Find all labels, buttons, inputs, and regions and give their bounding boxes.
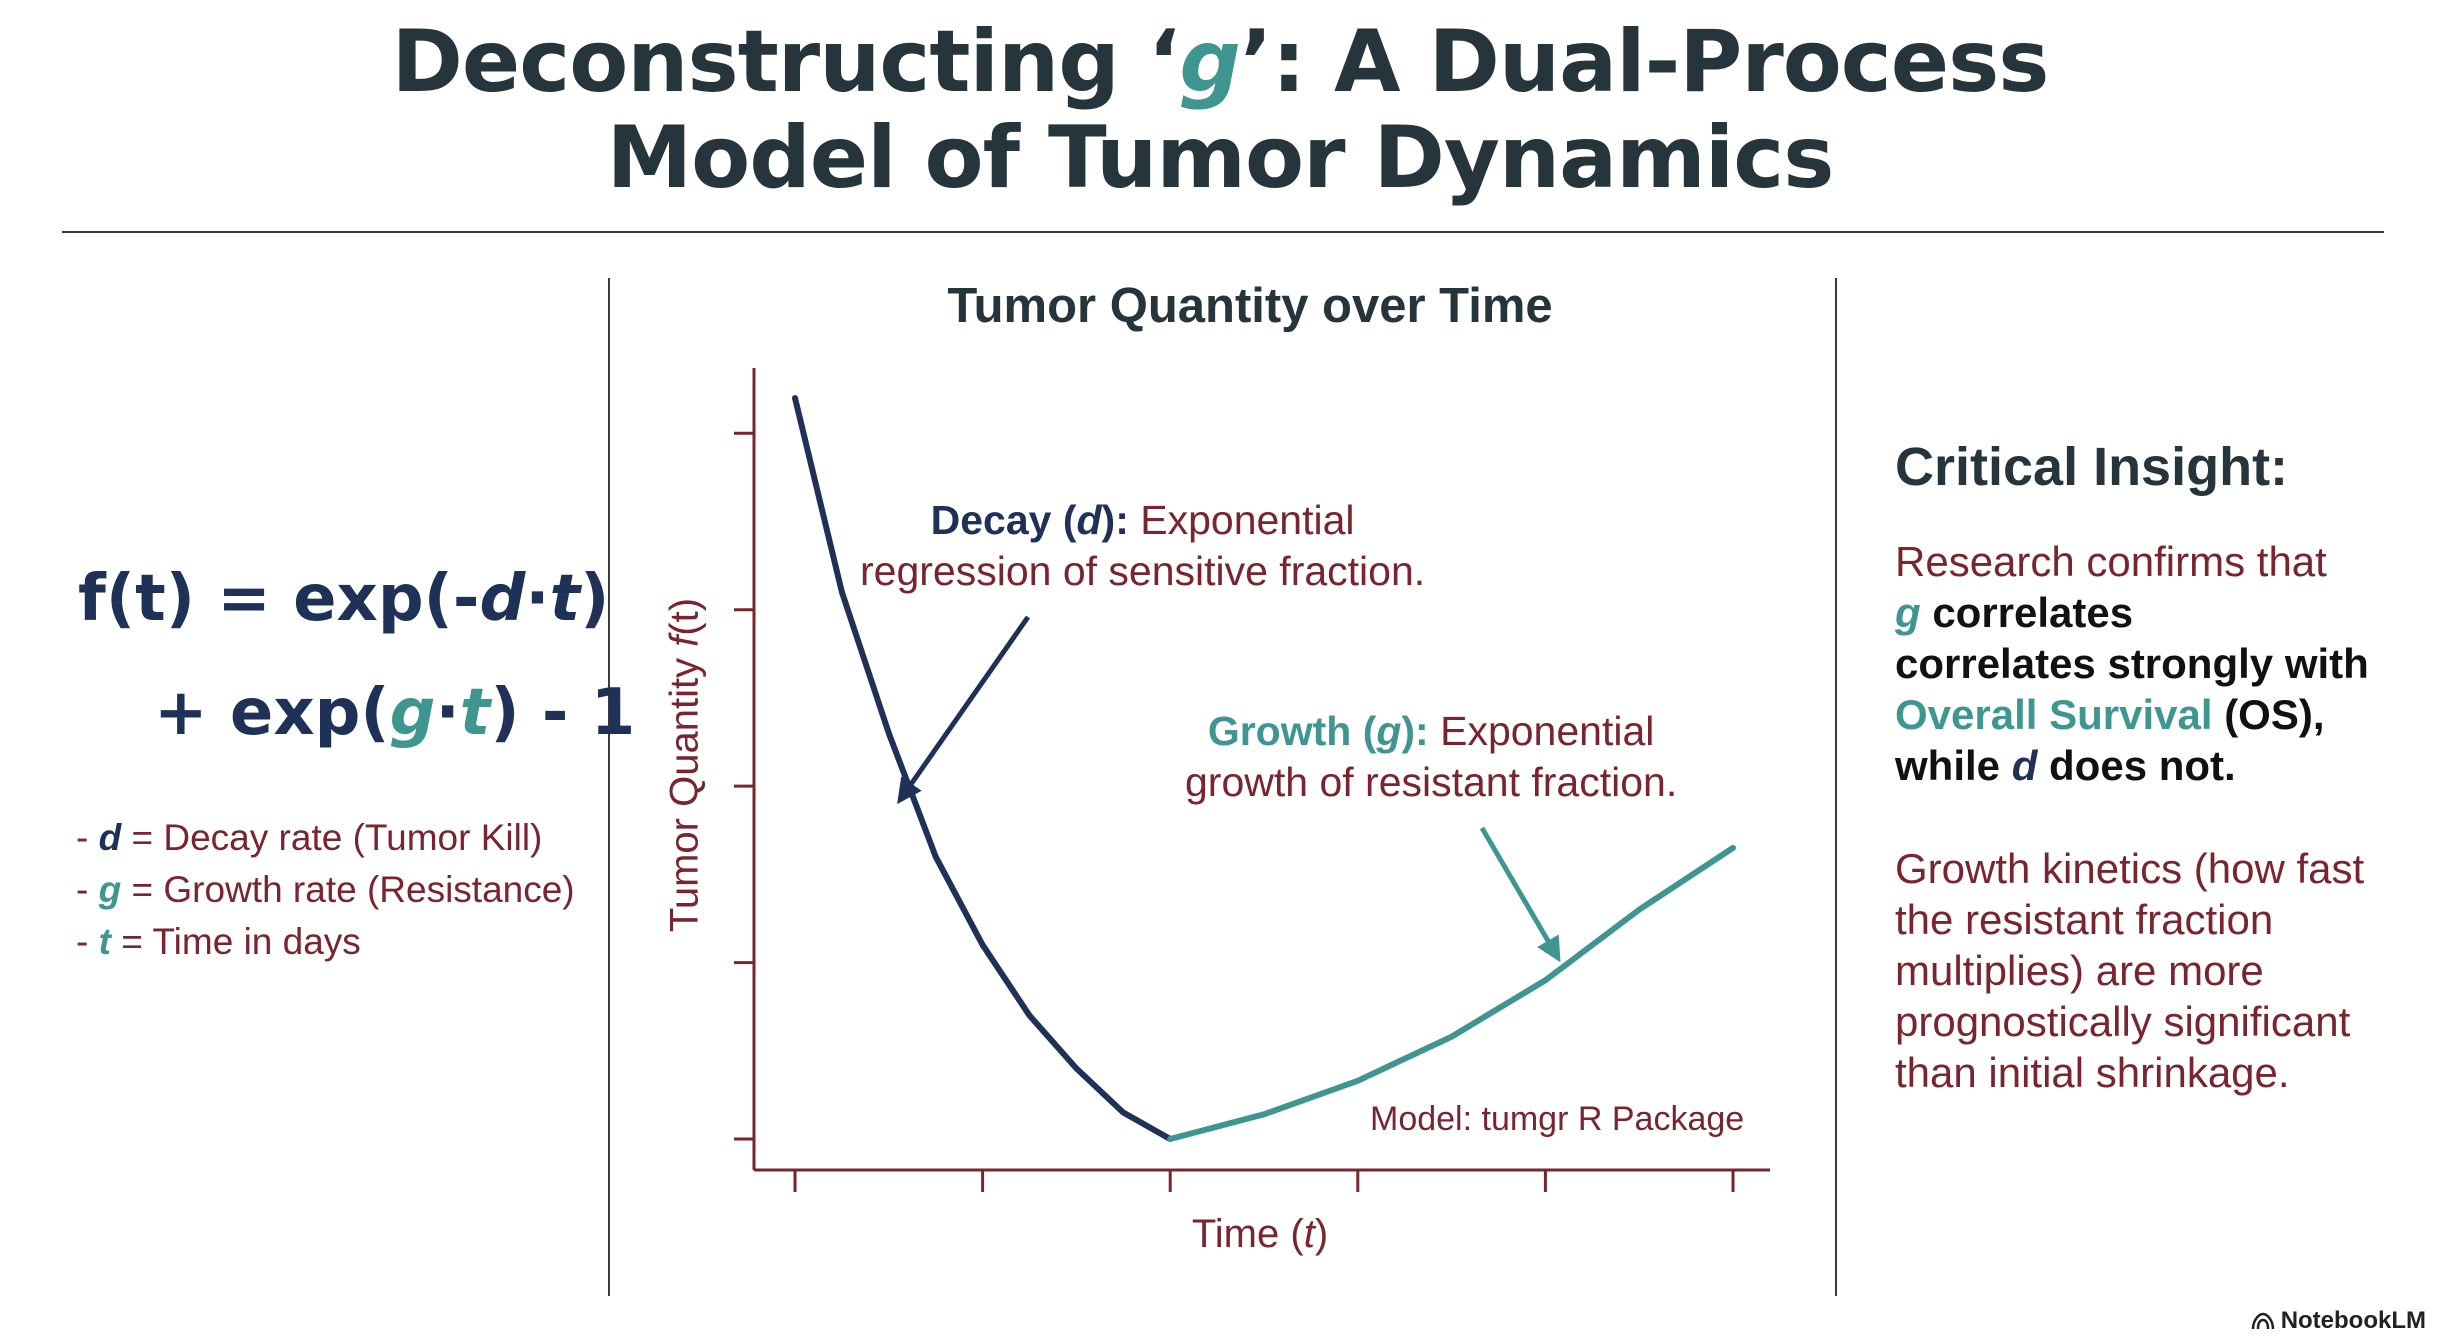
right-divider <box>1835 278 1837 1296</box>
growth-arrow <box>1479 826 1561 963</box>
notebooklm-logo-icon <box>2251 1312 2274 1330</box>
growth-annotation: Growth (g): Exponential growth of resist… <box>1185 708 1678 805</box>
chart-title: Tumor Quantity over Time <box>947 279 1553 333</box>
page-title: Deconstructing ‘g’: A Dual-Process Model… <box>391 12 2050 208</box>
insight-title: Critical Insight: <box>1895 437 2289 497</box>
variable-legend: - d = Decay rate (Tumor Kill) - g = Grow… <box>76 812 575 968</box>
decay-curve <box>792 395 1174 1142</box>
decay-arrow <box>897 615 1031 805</box>
formula-line-2: + exp(g·t) - 1 <box>154 676 636 750</box>
formula-line-1: f(t) = exp(-d·t) <box>78 562 610 636</box>
legend-row-t: - t = Time in days <box>76 921 361 962</box>
growth-curve <box>1167 844 1736 1142</box>
legend-row-g: - g = Growth rate (Resistance) <box>76 869 575 910</box>
insight-paragraph-2: Growth kinetics (how fast the resistant … <box>1895 845 2365 1096</box>
legend-row-d: - d = Decay rate (Tumor Kill) <box>76 817 543 858</box>
y-axis-label: Tumor Quantity f(t) <box>662 597 707 933</box>
insight-paragraph-1: Research confirms that g correlates corr… <box>1895 538 2369 789</box>
left-divider <box>608 278 610 1296</box>
model-label: Model: tumgr R Package <box>1370 1100 1745 1138</box>
title-divider <box>62 231 2384 233</box>
notebooklm-brand: NotebookLM <box>2251 1307 2426 1335</box>
decay-annotation: Decay (d): Exponential regression of sen… <box>860 497 1426 594</box>
x-axis-label: Time (t) <box>1191 1212 1329 1256</box>
